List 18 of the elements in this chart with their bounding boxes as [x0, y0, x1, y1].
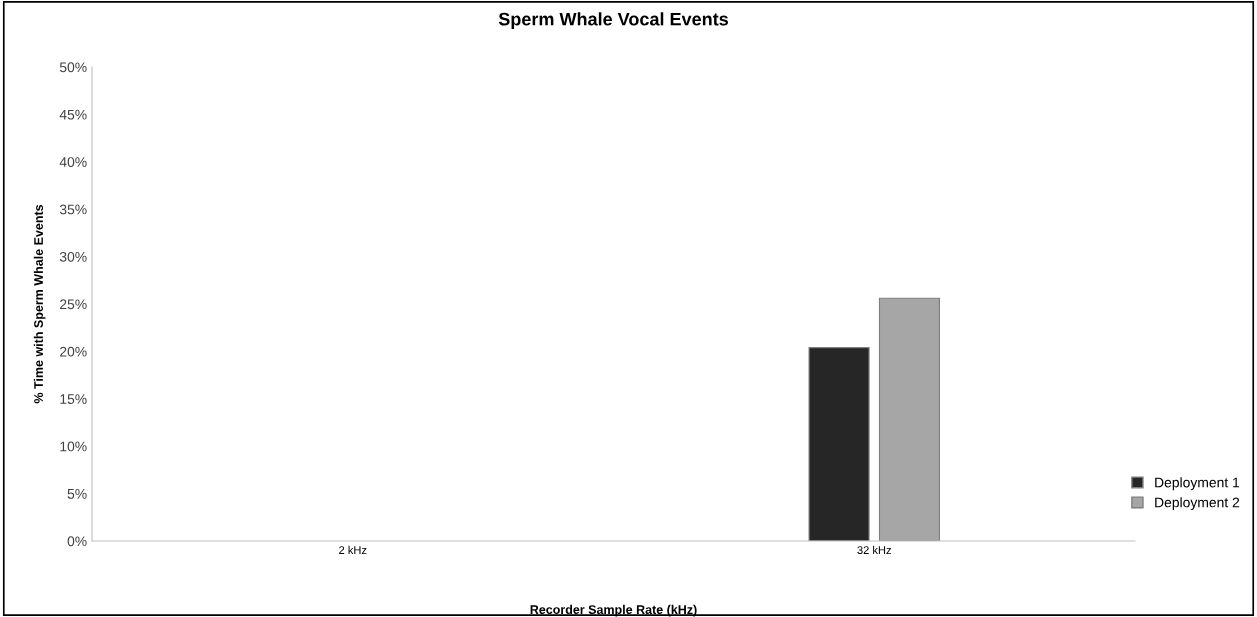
- y-tick-label: 0%: [67, 536, 87, 547]
- y-tick-label: 20%: [60, 346, 87, 357]
- x-axis-title: Recorder Sample Rate (kHz): [530, 604, 697, 617]
- y-tick-label: 40%: [59, 157, 87, 167]
- chart-title: Sperm Whale Vocal Events: [498, 12, 728, 30]
- legend-label: Deployment 1: [1155, 477, 1240, 491]
- y-tick-label: 50%: [59, 62, 87, 73]
- y-axis-title: % Time with Sperm Whale Events: [33, 204, 46, 404]
- x-tick-label: 2 kHz: [339, 545, 367, 554]
- y-tick-label: 5%: [67, 488, 87, 499]
- y-tick-label: 35%: [59, 204, 87, 215]
- y-tick-label: 15%: [60, 394, 87, 404]
- y-tick-label: 45%: [59, 109, 87, 120]
- x-tick-label: 32 kHz: [857, 545, 891, 555]
- y-tick-label: 30%: [59, 251, 87, 262]
- legend-label: Deployment 2: [1155, 497, 1240, 511]
- y-tick-label: 10%: [60, 441, 87, 452]
- y-tick-label: 25%: [60, 299, 87, 310]
